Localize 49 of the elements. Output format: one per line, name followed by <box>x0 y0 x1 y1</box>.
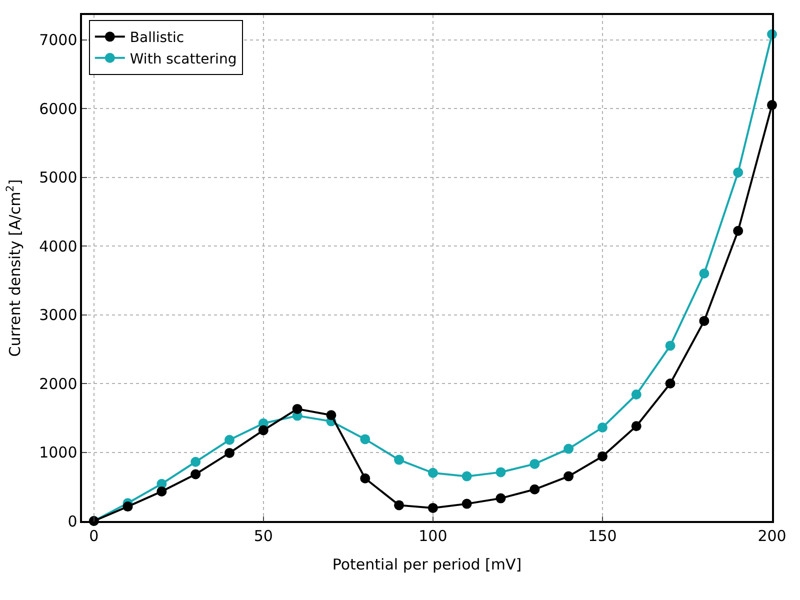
y-tick-label: 0 <box>68 512 78 530</box>
point <box>326 410 336 420</box>
x-tick-label: 200 <box>758 526 786 545</box>
point <box>631 421 642 432</box>
point <box>597 451 608 462</box>
point <box>394 454 404 465</box>
x-tick-label: 150 <box>588 526 617 545</box>
y-tick-label: 1000 <box>39 444 78 462</box>
point <box>665 340 676 351</box>
point <box>699 316 710 326</box>
point <box>496 467 506 478</box>
point <box>665 378 676 388</box>
x-tick-label: 100 <box>418 526 448 545</box>
y-tick-label: 5000 <box>39 168 78 186</box>
point <box>122 502 133 512</box>
point <box>190 469 201 480</box>
y-tick-label: 7000 <box>39 31 78 49</box>
point <box>394 500 404 510</box>
legend-label: Ballistic <box>130 30 184 46</box>
point <box>360 434 370 444</box>
point <box>224 434 234 445</box>
point <box>292 404 302 414</box>
point <box>496 493 506 504</box>
point <box>224 448 234 458</box>
point <box>190 456 201 467</box>
point <box>564 444 574 454</box>
y-tick-label: 6000 <box>39 100 78 118</box>
point <box>733 226 744 236</box>
y-tick-label: 2000 <box>39 374 78 393</box>
x-tick-label: 0 <box>89 526 99 545</box>
point <box>462 471 472 482</box>
point <box>564 471 574 482</box>
point <box>530 458 540 469</box>
point <box>597 422 608 432</box>
legend-label: With scattering <box>130 51 237 68</box>
point <box>156 486 167 496</box>
y-tick-label: 3000 <box>39 306 78 324</box>
point <box>428 468 438 478</box>
point <box>631 390 642 400</box>
point <box>428 502 438 513</box>
point <box>733 167 744 178</box>
x-axis-title: Potential per period [mV] <box>332 555 522 574</box>
point <box>462 498 472 509</box>
point <box>530 484 540 494</box>
point <box>258 425 268 436</box>
y-tick-label: 4000 <box>39 237 78 256</box>
x-tick-label: 50 <box>254 526 273 545</box>
point <box>699 268 710 278</box>
point <box>360 473 370 484</box>
